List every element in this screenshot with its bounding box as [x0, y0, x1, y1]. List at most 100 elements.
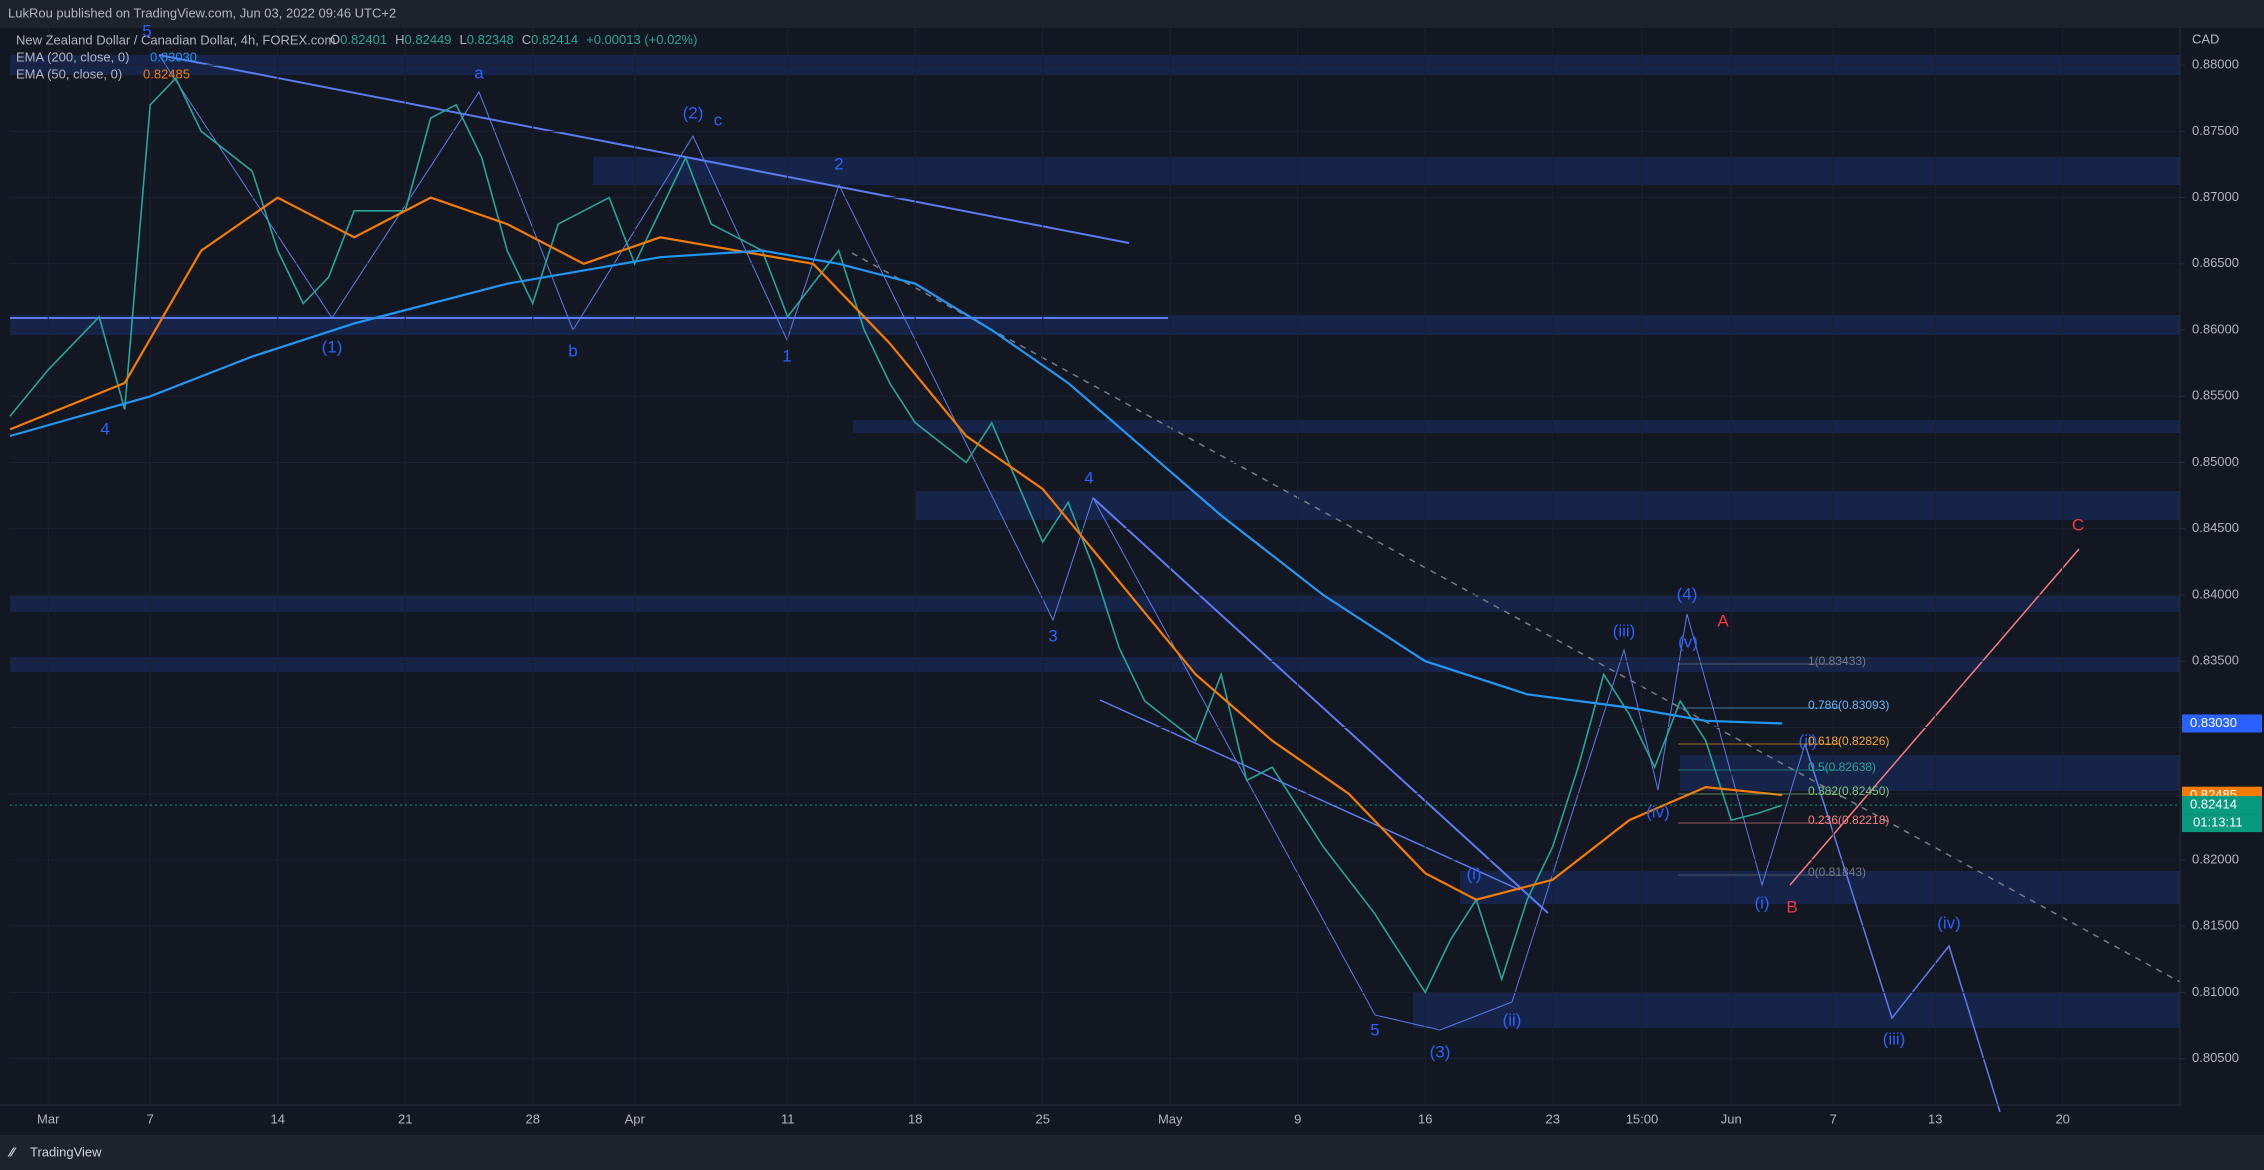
- y-tick-label: 0.88000: [2192, 57, 2239, 72]
- series-line: [9, 76, 1783, 995]
- fib-label: 0.382(0.82450): [1808, 784, 1889, 798]
- legend: New Zealand Dollar / Canadian Dollar, 4h…: [16, 32, 697, 81]
- wave-label: B: [1786, 897, 1797, 916]
- y-tick-label: 0.86000: [2192, 321, 2239, 336]
- y-tick-label: 0.81000: [2192, 984, 2239, 999]
- footer-bar: [0, 1135, 2264, 1170]
- zones: [10, 55, 2180, 1028]
- fib-label: 0.236(0.82218): [1808, 813, 1889, 827]
- x-tick-label: Apr: [625, 1111, 646, 1126]
- countdown-badge: [2182, 814, 2262, 833]
- price-badge-label: 0.82414: [2190, 797, 2237, 812]
- x-tick-label: 13: [1928, 1111, 1942, 1126]
- y-tick-label: 0.81500: [2192, 918, 2239, 933]
- y-tick-label: 0.82000: [2192, 851, 2239, 866]
- fib-label: 0(0.81843): [1808, 865, 1866, 879]
- y-tick-label: 0.83500: [2192, 653, 2239, 668]
- wave-label: (iv): [1937, 913, 1961, 932]
- wave-label: 3: [1048, 626, 1057, 645]
- price-axis: [2180, 28, 2264, 1105]
- x-tick-label: Mar: [37, 1111, 60, 1126]
- publisher: LukRou published on TradingView.com, Jun…: [8, 5, 396, 20]
- wave-label: 5: [1370, 1020, 1379, 1039]
- x-tick-label: 25: [1035, 1111, 1049, 1126]
- brand: TradingView: [30, 1144, 102, 1159]
- x-tick-label: 28: [526, 1111, 540, 1126]
- fib-label: 0.618(0.82826): [1808, 734, 1889, 748]
- x-tick-label: 23: [1545, 1111, 1559, 1126]
- x-tick-label: 11: [781, 1111, 795, 1126]
- wave-label: (4): [1677, 584, 1698, 603]
- y-tick-label: 0.84500: [2192, 520, 2239, 535]
- logo: ⁄⁄: [7, 1144, 17, 1159]
- wave-label: (iv): [1646, 802, 1670, 821]
- ohlc-key: O: [330, 32, 340, 47]
- currency: CAD: [2192, 31, 2219, 46]
- zone: [593, 157, 2180, 185]
- ema50-label: EMA (50, close, 0): [16, 66, 122, 81]
- x-tick-label: 7: [1830, 1111, 1837, 1126]
- ohlc-value: 0.82414: [531, 32, 578, 47]
- x-tick-label: 15:00: [1626, 1111, 1659, 1126]
- fib-label: 0.5(0.82638): [1808, 760, 1876, 774]
- series-line: [9, 196, 1783, 901]
- fib-label: 1(0.83433): [1808, 654, 1866, 668]
- zone: [10, 596, 2180, 612]
- zone: [1460, 871, 2180, 904]
- y-tick-label: 0.87000: [2192, 189, 2239, 204]
- zone: [1680, 755, 2180, 791]
- wave-label: (i): [1754, 893, 1769, 912]
- zone: [916, 491, 2180, 520]
- wave-label: c: [714, 110, 723, 129]
- wave-label: (iii): [1613, 621, 1636, 640]
- wave-label: (3): [1430, 1042, 1451, 1061]
- ohlc-value: 0.82401: [340, 32, 387, 47]
- ohlc-value: 0.82449: [405, 32, 452, 47]
- wave-label: (v): [1678, 632, 1698, 651]
- wave-label: 4: [1084, 468, 1093, 487]
- zone: [853, 420, 2180, 433]
- symbol: New Zealand Dollar / Canadian Dollar, 4h…: [16, 32, 335, 47]
- ohlc-key: H: [395, 32, 404, 47]
- countdown: 01:13:11: [2193, 815, 2243, 830]
- x-tick-label: 7: [147, 1111, 154, 1126]
- ohlc: O0.82401 H0.82449 L0.82348 C0.82414 +0.00013…: [330, 32, 697, 47]
- x-tick-label: 16: [1418, 1111, 1432, 1126]
- x-tick-label: 14: [271, 1111, 285, 1126]
- y-tick-label: 0.80500: [2192, 1050, 2239, 1065]
- x-tick-label: 18: [908, 1111, 922, 1126]
- wave-label: (ii): [1503, 1010, 1522, 1029]
- projection: [1804, 743, 2001, 1113]
- wave-label: a: [474, 63, 484, 82]
- y-tick-label: 0.86500: [2192, 255, 2239, 270]
- ema200-label: EMA (200, close, 0): [16, 49, 129, 64]
- ema200-value: 0.83030: [150, 49, 197, 64]
- wave-label: (ii): [1799, 731, 1818, 750]
- trendline: [1092, 497, 1549, 914]
- y-tick-label: 0.87500: [2192, 123, 2239, 138]
- wave-label: A: [1717, 611, 1729, 630]
- fib-label: 0.786(0.83093): [1808, 698, 1889, 712]
- ohlc-value: 0.82348: [467, 32, 514, 47]
- plot: [9, 28, 2180, 1105]
- x-tick-label: 21: [398, 1111, 412, 1126]
- wave-label: (1): [322, 337, 343, 356]
- ema50-value: 0.82485: [143, 66, 190, 81]
- projection: [851, 252, 2181, 983]
- wave-label: 5: [142, 21, 151, 40]
- x-tick-label: 9: [1294, 1111, 1301, 1126]
- wave-label: (iii): [1883, 1029, 1906, 1048]
- series-line: [9, 249, 1783, 725]
- x-tick-label: 20: [2055, 1111, 2069, 1126]
- wave-label: (i): [1466, 864, 1481, 883]
- change: +0.00013 (+0.02%): [586, 32, 697, 47]
- wave-label: 2: [834, 154, 843, 173]
- x-tick-label: Jun: [1721, 1111, 1742, 1126]
- wave-label: b: [568, 341, 577, 360]
- ohlc-key: L: [460, 32, 467, 47]
- zone: [1413, 992, 2180, 1028]
- projection: [1789, 548, 2080, 886]
- price-badge: [2182, 714, 2262, 733]
